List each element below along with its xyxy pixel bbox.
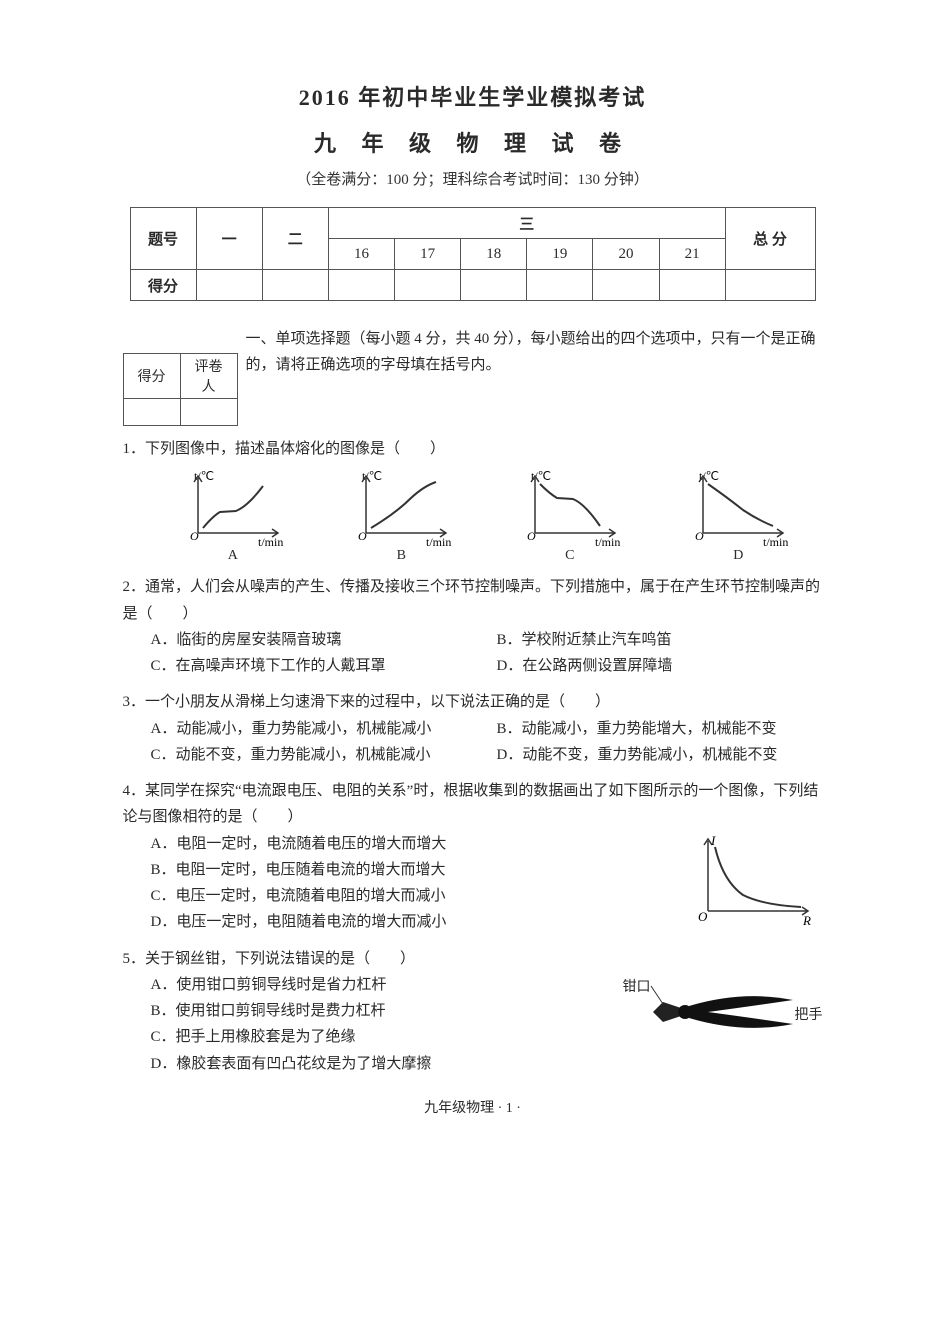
- q1-graph-a: t/℃ O t/min: [178, 468, 288, 548]
- q1-label-d: D: [683, 548, 793, 564]
- col-two: 二: [262, 208, 328, 270]
- q5-opt-a: A．使用钳口剪铜导线时是省力杠杆: [151, 972, 609, 998]
- x-label: t/min: [595, 535, 620, 548]
- q5-diagram: 钳口 把手: [623, 972, 823, 1057]
- col-three-17: 17: [395, 239, 461, 270]
- q5-jaw-label: 钳口: [623, 976, 651, 996]
- q2-opt-d: D．在公路两侧设置屏障墙: [497, 653, 823, 679]
- q2-opt-c: C．在高噪声环境下工作的人戴耳罩: [151, 653, 477, 679]
- q5-opt-c: C．把手上用橡胶套是为了绝缘: [151, 1024, 609, 1050]
- q4-opt-a: A．电阻一定时，电流随着电压的增大而增大: [151, 831, 669, 857]
- q1-graph-b: t/℃ O t/min: [346, 468, 456, 548]
- grader-score-cell: [123, 399, 180, 426]
- score-cell: [725, 270, 815, 301]
- col-three-16: 16: [328, 239, 394, 270]
- score-cell: [461, 270, 527, 301]
- score-cell: [395, 270, 461, 301]
- q1-label-c: C: [515, 548, 625, 564]
- y-label: t/℃: [531, 469, 551, 483]
- q3-options: A．动能减小，重力势能减小，机械能减小 B．动能减小，重力势能增大，机械能不变 …: [151, 716, 823, 769]
- score-table: 题号 一 二 三 总 分 16 17 18 19 20 21 得分: [130, 207, 816, 301]
- score-cell: [328, 270, 394, 301]
- question-5: 5．关于钢丝钳，下列说法错误的是（ ）: [123, 946, 823, 972]
- q1-label-b: B: [346, 548, 456, 564]
- x-label: t/min: [426, 535, 451, 548]
- q2-options: A．临街的房屋安装隔音玻璃 B．学校附近禁止汽车鸣笛 C．在高噪声环境下工作的人…: [151, 627, 823, 680]
- q4-opt-c: C．电压一定时，电流随着电阻的增大而减小: [151, 883, 669, 909]
- q5-opt-b: B．使用钳口剪铜导线时是费力杠杆: [151, 998, 609, 1024]
- q4-y-label: I: [710, 833, 716, 848]
- score-row2-label: 得分: [130, 270, 196, 301]
- exam-title: 2016 年初中毕业生学业模拟考试: [123, 80, 823, 112]
- col-three-20: 20: [593, 239, 659, 270]
- exam-info: （全卷满分：100 分；理科综合考试时间：130 分钟）: [123, 168, 823, 189]
- q4-opt-d: D．电压一定时，电阻随着电流的增大而减小: [151, 909, 669, 935]
- q3-opt-a: A．动能减小，重力势能减小，机械能减小: [151, 716, 477, 742]
- grader-person-label: 评卷人: [180, 354, 237, 399]
- question-4: 4．某同学在探究“电流跟电压、电阻的关系”时，根据收集到的数据画出了如下图所示的…: [123, 778, 823, 831]
- q5-handle-label: 把手: [795, 1004, 823, 1024]
- q1-label-a: A: [178, 548, 288, 564]
- y-label: t/℃: [699, 469, 719, 483]
- q4-x-label: R: [802, 913, 811, 928]
- score-cell: [593, 270, 659, 301]
- grader-table: 得分 评卷人: [123, 353, 238, 426]
- q2-opt-a: A．临街的房屋安装隔音玻璃: [151, 627, 477, 653]
- score-row1-label: 题号: [130, 208, 196, 270]
- origin-label: O: [190, 529, 199, 543]
- col-total: 总 分: [725, 208, 815, 270]
- score-cell: [262, 270, 328, 301]
- q4-graph: I R O: [683, 831, 823, 936]
- score-cell: [527, 270, 593, 301]
- col-three-18: 18: [461, 239, 527, 270]
- score-cell: [659, 270, 725, 301]
- q1-graph-d: t/℃ O t/min: [683, 468, 793, 548]
- origin-label: O: [358, 529, 367, 543]
- question-2: 2．通常，人们会从噪声的产生、传播及接收三个环节控制噪声。下列措施中，属于在产生…: [123, 574, 823, 627]
- y-label: t/℃: [362, 469, 382, 483]
- x-label: t/min: [763, 535, 788, 548]
- q1-graphs: t/℃ O t/min A t/℃ O t/min: [149, 468, 823, 564]
- col-three-21: 21: [659, 239, 725, 270]
- x-label: t/min: [258, 535, 283, 548]
- origin-label: O: [695, 529, 704, 543]
- q5-opt-d: D．橡胶套表面有凹凸花纹是为了增大摩擦: [151, 1051, 609, 1077]
- grader-score-label: 得分: [123, 354, 180, 399]
- q5-options: A．使用钳口剪铜导线时是省力杠杆 B．使用钳口剪铜导线时是费力杠杆 C．把手上用…: [151, 972, 609, 1077]
- page-footer: 九年级物理 · 1 ·: [123, 1097, 823, 1117]
- score-cell: [196, 270, 262, 301]
- q2-opt-b: B．学校附近禁止汽车鸣笛: [497, 627, 823, 653]
- col-three-group: 三: [328, 208, 725, 239]
- question-3: 3．一个小朋友从滑梯上匀速滑下来的过程中，以下说法正确的是（ ）: [123, 689, 823, 715]
- origin-label: O: [698, 909, 708, 924]
- col-three-19: 19: [527, 239, 593, 270]
- q3-opt-c: C．动能不变，重力势能减小，机械能减小: [151, 742, 477, 768]
- q3-opt-d: D．动能不变，重力势能减小，机械能不变: [497, 742, 823, 768]
- origin-label: O: [527, 529, 536, 543]
- exam-subject: 九 年 级 物 理 试 卷: [123, 126, 823, 158]
- grader-person-cell: [180, 399, 237, 426]
- q4-options: A．电阻一定时，电流随着电压的增大而增大 B．电阻一定时，电压随着电流的增大而增…: [151, 831, 669, 936]
- q1-graph-c: t/℃ O t/min: [515, 468, 625, 548]
- q3-opt-b: B．动能减小，重力势能增大，机械能不变: [497, 716, 823, 742]
- question-1: 1．下列图像中，描述晶体熔化的图像是（ ）: [123, 436, 823, 462]
- q4-opt-b: B．电阻一定时，电压随着电流的增大而增大: [151, 857, 669, 883]
- q1-text: 1．下列图像中，描述晶体熔化的图像是（ ）: [123, 441, 446, 457]
- col-one: 一: [196, 208, 262, 270]
- pliers-icon: [623, 972, 823, 1052]
- y-label: t/℃: [194, 469, 214, 483]
- section1-heading: 一、单项选择题（每小题 4 分，共 40 分），每小题给出的四个选项中，只有一个…: [246, 327, 823, 378]
